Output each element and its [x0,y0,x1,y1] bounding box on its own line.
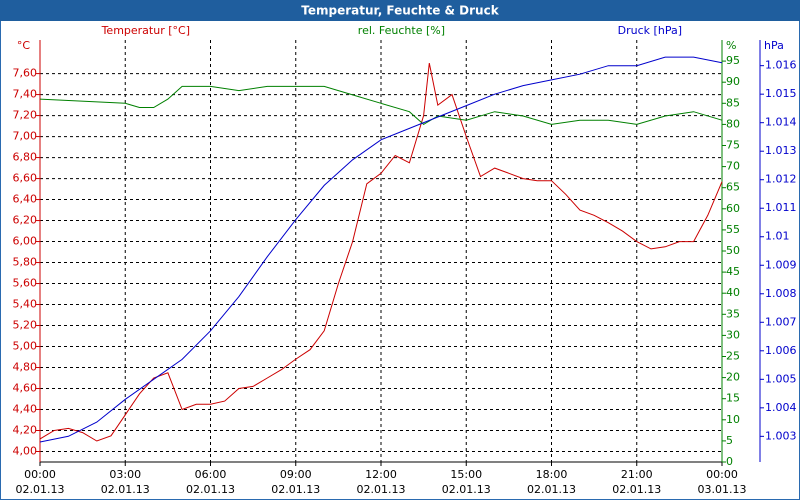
legend-label: Temperatur [°C] [101,24,190,37]
y-tick-label: 4,20 [13,424,38,437]
y2-tick-label: 40 [726,286,740,299]
x-tick-date: 02.01.13 [271,483,320,496]
y-tick-label: 4,40 [13,403,38,416]
y2-tick-label: 15 [726,392,740,405]
y2-tick-label: 75 [726,139,740,152]
x-tick-label: 21:00 [621,468,653,481]
title-bar [0,0,800,21]
y-tick-label: 7,40 [13,88,38,101]
x-tick-date: 02.01.13 [101,483,150,496]
y-tick-label: 6,80 [13,151,38,164]
x-tick-label: 18:00 [536,468,568,481]
x-tick-date: 02.01.13 [612,483,661,496]
y-unit: °C [17,39,31,52]
y2-tick-label: 20 [726,371,740,384]
y-tick-label: 5,00 [13,340,38,353]
x-tick-label: 09:00 [280,468,312,481]
y3-tick-label: 1.01 [765,230,790,243]
y-tick-label: 6,60 [13,172,38,185]
y2-tick-label: 60 [726,202,740,215]
y3-unit: hPa [764,39,784,52]
y-tick-label: 5,40 [13,298,38,311]
y2-tick-label: 55 [726,223,740,236]
x-tick-label: 00:00 [24,468,56,481]
y-tick-label: 7,00 [13,130,38,143]
y-tick-label: 6,20 [13,214,38,227]
y2-tick-label: 30 [726,328,740,341]
y2-tick-label: 25 [726,350,740,363]
x-tick-date: 02.01.13 [527,483,576,496]
y3-tick-label: 1.012 [765,173,797,186]
y-tick-label: 5,20 [13,319,38,332]
y2-tick-label: 85 [726,96,740,109]
y3-tick-label: 1.006 [765,344,797,357]
y3-tick-label: 1.003 [765,429,797,442]
y-tick-label: 5,80 [13,256,38,269]
x-tick-label: 12:00 [365,468,397,481]
y3-tick-label: 1.004 [765,401,797,414]
y-tick-label: 6,00 [13,235,38,248]
x-tick-date: 02.01.13 [16,483,65,496]
y3-tick-label: 1.008 [765,287,797,300]
y-tick-label: 4,00 [13,445,38,458]
y2-tick-label: 10 [726,413,740,426]
y3-tick-label: 1.015 [765,87,797,100]
y3-tick-label: 1.016 [765,59,797,72]
y3-tick-label: 1.009 [765,258,797,271]
y3-tick-label: 1.011 [765,201,797,214]
y3-tick-label: 1.014 [765,116,797,129]
y2-tick-label: 95 [726,54,740,67]
x-tick-label: 00:00 [706,468,738,481]
y2-tick-label: 0 [726,455,733,468]
series-line [39,56,723,443]
y-tick-label: 7,60 [13,67,38,80]
y-tick-label: 7,20 [13,109,38,122]
y2-unit: % [726,39,736,52]
x-tick-label: 15:00 [450,468,482,481]
y3-tick-label: 1.007 [765,315,797,328]
y-tick-label: 5,60 [13,277,38,290]
y2-tick-label: 80 [726,117,740,130]
y-tick-label: 6,40 [13,193,38,206]
y2-tick-label: 45 [726,265,740,278]
x-tick-date: 02.01.13 [186,483,235,496]
y2-tick-label: 5 [726,434,733,447]
y2-tick-label: 65 [726,181,740,194]
x-tick-label: 06:00 [195,468,227,481]
y2-tick-label: 35 [726,307,740,320]
y-tick-label: 4,60 [13,382,38,395]
legend-label: Druck [hPa] [618,24,682,37]
x-tick-date: 03.01.13 [698,483,747,496]
legend-label: rel. Feuchte [%] [358,24,445,37]
y2-tick-label: 50 [726,244,740,257]
y3-tick-label: 1.013 [765,144,797,157]
y2-tick-label: 90 [726,75,740,88]
y3-tick-label: 1.005 [765,372,797,385]
x-tick-label: 03:00 [109,468,141,481]
x-tick-date: 02.01.13 [442,483,491,496]
y2-tick-label: 70 [726,160,740,173]
x-tick-date: 02.01.13 [357,483,406,496]
chart-title: Temperatur, Feuchte & Druck [301,4,499,18]
series-line [39,85,723,126]
y-tick-label: 4,80 [13,361,38,374]
